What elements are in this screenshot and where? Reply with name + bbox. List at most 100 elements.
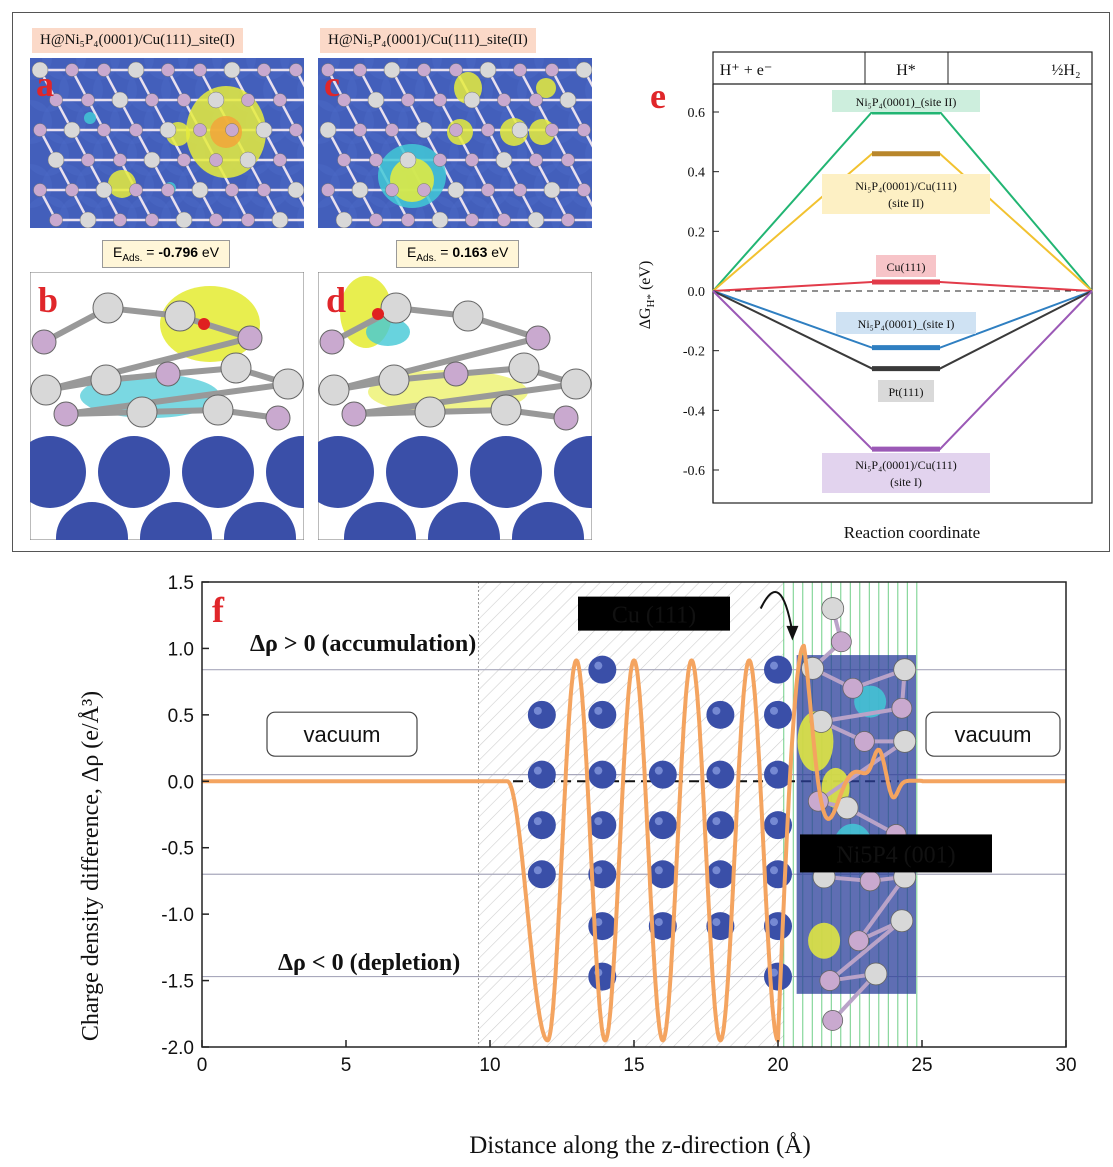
eads-equals: = <box>142 244 159 260</box>
atom-highlight <box>712 866 721 875</box>
p-atom <box>265 405 291 431</box>
p-atom <box>481 123 495 137</box>
p-atom <box>97 63 111 77</box>
p-atom <box>401 213 415 227</box>
cu-atom <box>98 436 170 508</box>
atom-highlight <box>654 817 663 826</box>
f-ytick-label: 0.0 <box>168 772 194 793</box>
f-ytick-label: -2.0 <box>161 1038 194 1059</box>
p-atom <box>433 153 447 167</box>
p-atom <box>385 183 399 197</box>
p-atom <box>401 93 415 107</box>
eads-unit: eV <box>487 244 509 260</box>
p-atom <box>822 1010 844 1031</box>
ni-atom <box>239 151 257 169</box>
site1-title: H@Ni₅P₄(0001)/Cu(111)_site(I) <box>32 28 243 53</box>
p-atom <box>241 213 255 227</box>
e-series-label: Pt(111) <box>888 385 923 399</box>
p-atom <box>49 213 63 227</box>
p-atom <box>443 361 469 387</box>
p-atom <box>49 93 63 107</box>
p-atom <box>525 325 551 351</box>
cu-atom <box>140 502 212 540</box>
p-atom <box>161 63 175 77</box>
f-cu-region <box>478 582 784 1047</box>
cu-atom <box>648 912 677 941</box>
structure-image-d: d <box>318 272 592 540</box>
cu-atom <box>648 811 677 840</box>
f-ni-label-box <box>800 834 992 873</box>
e-ytick-label: -0.2 <box>683 345 705 360</box>
ni-atom <box>508 352 540 384</box>
f-xtick-label: 0 <box>197 1055 208 1076</box>
p-atom <box>353 123 367 137</box>
chart-e: 0.6 0.4 0.2 0.0 -0.2 -0.4 -0.6 e H⁺ + e⁻ H* ½H… <box>637 51 1093 542</box>
ni-atom <box>318 374 350 406</box>
p-atom <box>273 93 287 107</box>
p-atom <box>145 213 159 227</box>
p-atom <box>113 213 127 227</box>
eads-sub: Ads. <box>122 252 143 264</box>
ni-atom <box>447 181 465 199</box>
panel-letter-f: f <box>212 590 225 630</box>
charge-isosurface <box>536 78 556 98</box>
p-atom <box>289 123 303 137</box>
f-cu-label-box <box>578 596 730 631</box>
panel-letter-d: d <box>326 280 346 320</box>
f-transfer-arrowhead <box>786 625 799 641</box>
f-ytick-label: 1.0 <box>168 639 194 660</box>
cu-atom <box>470 436 542 508</box>
p-atom <box>289 63 303 77</box>
e-header-end: ½H₂ <box>1051 62 1080 79</box>
e-series-label-2: (site I) <box>890 475 922 489</box>
cu-atom <box>764 811 792 840</box>
f-xtick-label: 15 <box>623 1055 644 1076</box>
atom-highlight <box>770 661 778 670</box>
p-atom <box>321 183 335 197</box>
f-vacuum-right-box <box>925 711 1061 757</box>
p-atom <box>353 63 367 77</box>
atom-highlight <box>594 866 603 875</box>
p-atom <box>859 870 881 892</box>
atom-highlight <box>594 706 603 715</box>
ni-atom <box>543 181 561 199</box>
e-series-label-box <box>876 255 936 277</box>
cu-atom <box>344 502 416 540</box>
ni-atom <box>575 61 592 79</box>
ni-atom <box>351 181 369 199</box>
p-atom <box>553 405 579 431</box>
p-atom <box>65 63 79 77</box>
p-atom <box>113 153 127 167</box>
cu-atom <box>527 860 556 889</box>
f-vacuum-left-box <box>266 711 418 757</box>
p-atom <box>225 183 239 197</box>
ni-atom <box>30 374 62 406</box>
atom-highlight <box>533 817 542 826</box>
atom-highlight <box>533 766 542 775</box>
cu-atom <box>224 502 296 540</box>
p-atom <box>497 213 511 227</box>
charge-isosurface <box>808 922 841 959</box>
p-atom <box>561 213 575 227</box>
p-atom <box>337 93 351 107</box>
ni-atom <box>383 61 401 79</box>
e-ylabel-main: ΔG <box>637 307 654 329</box>
ni-atom <box>560 368 592 400</box>
e-ytick-label: 0.2 <box>688 225 706 240</box>
bond <box>820 706 903 724</box>
bond <box>857 875 907 942</box>
cu-atom <box>588 811 617 840</box>
p-atom <box>237 325 263 351</box>
cu-atom <box>30 436 86 508</box>
cu-atom <box>706 811 735 840</box>
eads-symbol: E <box>407 244 417 260</box>
e-series-label-box <box>822 174 990 214</box>
f-transfer-arrow <box>759 591 794 633</box>
cu-atom <box>588 700 617 729</box>
charge-isosurface <box>108 170 136 198</box>
p-atom <box>433 93 447 107</box>
ni-atom <box>159 121 177 139</box>
ni-atom <box>287 181 304 199</box>
cu-atom <box>386 436 458 508</box>
p-atom <box>545 63 559 77</box>
